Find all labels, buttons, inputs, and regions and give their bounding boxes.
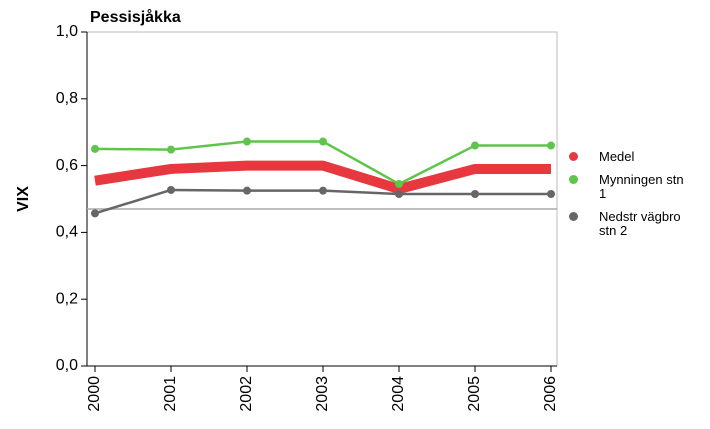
- x-tick-label: 2000: [86, 376, 103, 412]
- x-tick-label: 2001: [162, 376, 179, 412]
- point: [471, 141, 479, 150]
- legend-marker: [569, 212, 578, 221]
- y-tick-label: 0,2: [56, 290, 78, 307]
- point: [91, 144, 99, 153]
- point: [243, 137, 251, 146]
- x-tick-label: 2002: [238, 376, 255, 412]
- y-axis-label: VIX: [15, 186, 32, 212]
- legend: Medel Mynningen stn 1 Nedstr vägbro stn 2: [567, 150, 684, 247]
- point: [547, 189, 555, 198]
- point: [395, 189, 403, 198]
- x-tick-label: 2005: [466, 376, 483, 412]
- y-tick-label: 1,0: [56, 23, 78, 40]
- plot-frame: [86, 31, 558, 367]
- legend-label: Nedstr vägbro stn 2: [599, 209, 681, 238]
- point: [471, 189, 479, 198]
- x-tick-label: 2006: [542, 376, 559, 412]
- point: [395, 179, 403, 188]
- y-tick-label: 0,8: [56, 90, 78, 107]
- point: [243, 186, 251, 195]
- point: [319, 137, 327, 146]
- point: [319, 186, 327, 195]
- legend-item: Mynningen stn 1: [567, 173, 684, 201]
- y-tick-label: 0,0: [56, 357, 78, 374]
- legend-item: Medel: [567, 150, 677, 164]
- point: [167, 145, 175, 154]
- legend-label: Medel: [599, 149, 635, 164]
- legend-marker: [569, 152, 578, 161]
- x-tick-label: 2003: [314, 376, 331, 412]
- point: [547, 141, 555, 150]
- point: [167, 185, 175, 194]
- legend-marker: [569, 175, 578, 184]
- legend-label: Mynningen stn 1: [599, 172, 684, 201]
- x-tick-label: 2004: [390, 376, 407, 412]
- legend-item: Nedstr vägbro stn 2: [567, 210, 681, 238]
- y-tick-label: 0,6: [56, 157, 78, 174]
- series-line: [94, 160, 551, 194]
- chart-title: Pessisjåkka: [90, 8, 181, 26]
- point: [91, 209, 99, 218]
- y-tick-label: 0,4: [56, 224, 78, 241]
